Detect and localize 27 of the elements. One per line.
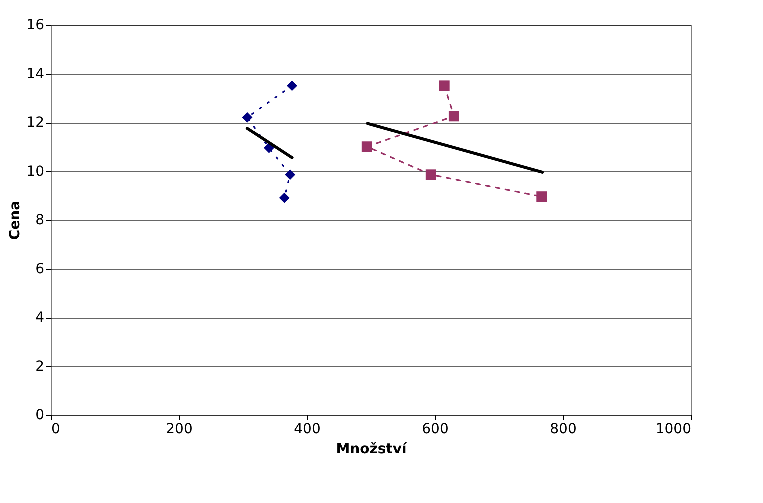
x-tick-label: 1000 [656, 422, 692, 438]
point [439, 80, 450, 92]
point [362, 142, 372, 152]
y-tick-label: 10 [26, 164, 44, 180]
y-tick-label: 16 [26, 18, 45, 34]
x-axis-title: Množství [336, 442, 408, 458]
y-tick-label: 6 [36, 261, 45, 278]
y-tick-label: 12 [26, 115, 44, 131]
x-tick-label: 200 [166, 422, 193, 438]
point [536, 192, 548, 202]
y-tick-label: 14 [26, 66, 45, 82]
point [264, 142, 274, 154]
point [285, 170, 296, 180]
x-tick-label: 800 [550, 422, 577, 438]
y-axis-title: Cena [8, 200, 24, 240]
y-tick-label: 4 [36, 310, 45, 326]
point [279, 192, 290, 204]
point [448, 111, 460, 122]
y-tick-label: 2 [36, 358, 44, 375]
point [426, 170, 436, 180]
x-tick-label: 400 [294, 422, 321, 438]
y-tick-label: 8 [36, 212, 44, 228]
x-tick-label: 0 [52, 422, 60, 438]
x-tick-label: 600 [422, 422, 449, 438]
point [287, 80, 298, 92]
point [242, 112, 253, 123]
y-tick-label: 0 [36, 408, 44, 424]
